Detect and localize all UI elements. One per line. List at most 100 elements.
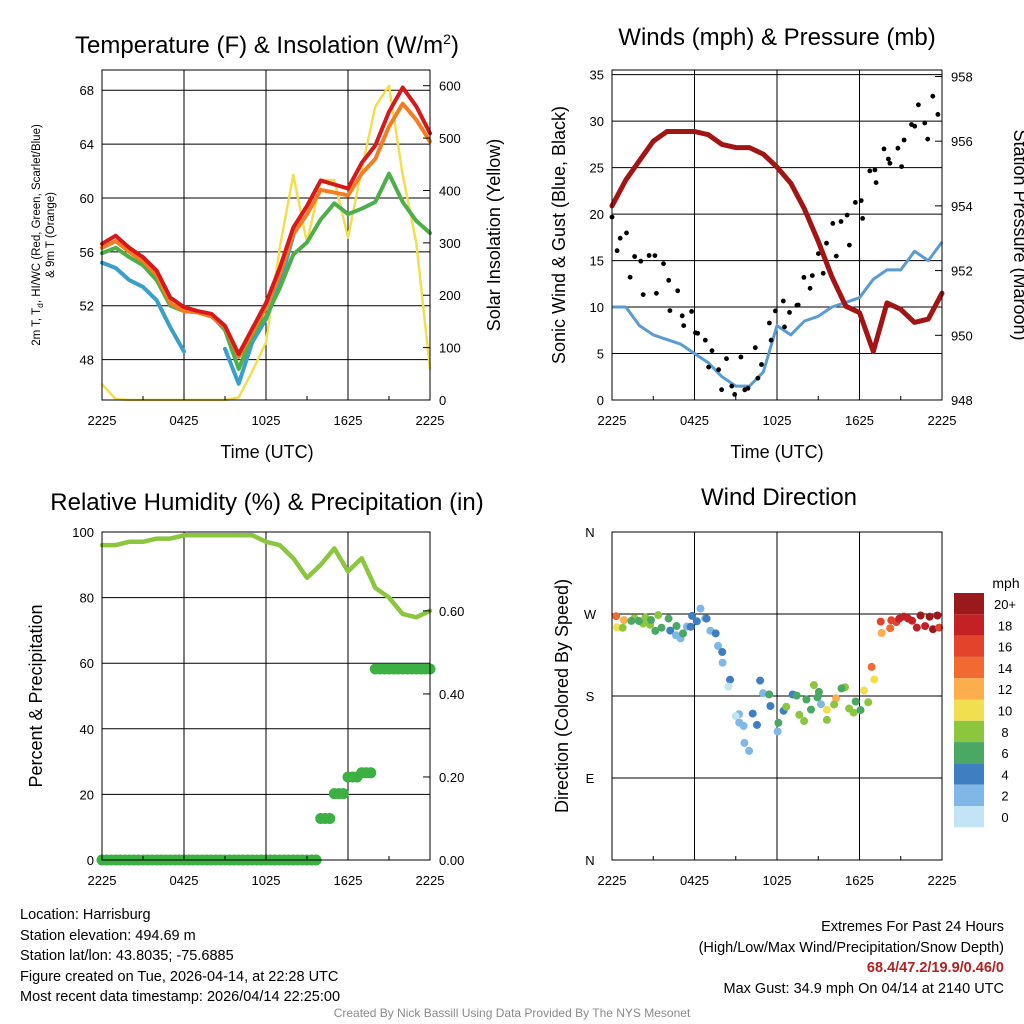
precip-point xyxy=(365,767,377,779)
direction-point xyxy=(870,675,879,684)
speed-legend: 20+ 18 16 14 12 10 8 6 4 2 0 xyxy=(954,593,1016,828)
y-tick-label: S xyxy=(586,689,595,704)
gust-point xyxy=(614,248,620,254)
series-line-station-pressure xyxy=(609,129,945,354)
legend-label: 10 xyxy=(998,704,1012,719)
y-tick-label: 100 xyxy=(72,525,94,540)
gust-point xyxy=(732,392,738,397)
direction-point xyxy=(921,622,930,631)
y-tick-label: 48 xyxy=(80,353,94,368)
series-line-relative-humidity xyxy=(99,533,433,620)
y-tick-label: 20 xyxy=(80,787,94,802)
direction-point xyxy=(688,611,697,620)
temperature-xlabel: Time (UTC) xyxy=(220,442,313,462)
direction-point xyxy=(925,612,934,621)
direction-point xyxy=(756,676,765,685)
direction-point xyxy=(860,686,869,695)
pressure-ylabel: Station Pressure (Maroon) xyxy=(1010,129,1024,340)
gust-point xyxy=(752,345,758,351)
gust-point xyxy=(873,180,879,186)
series-line-hi-wc xyxy=(100,233,296,386)
gust-point xyxy=(738,354,744,360)
y2-tick-label: 958 xyxy=(951,69,973,84)
legend-label: 4 xyxy=(1001,767,1008,782)
direction-point xyxy=(817,700,825,709)
y2-tick-label: 500 xyxy=(439,131,461,146)
x-tick-label: 2225 xyxy=(88,413,117,428)
gust-point xyxy=(833,253,839,259)
legend-label: 14 xyxy=(998,661,1012,676)
direction-point xyxy=(774,718,783,727)
direction-point xyxy=(886,624,895,633)
gust-point xyxy=(773,308,778,314)
x-tick-label: 0425 xyxy=(170,873,199,888)
gust-point xyxy=(853,200,858,205)
gust-point xyxy=(689,309,694,314)
x-tick-label: 1625 xyxy=(334,873,363,888)
direction-point xyxy=(745,746,754,755)
wind-grid xyxy=(612,70,942,400)
direction-point xyxy=(714,641,722,650)
gust-point xyxy=(809,273,815,278)
y2-tick-label: 600 xyxy=(439,79,461,94)
direction-point xyxy=(718,648,727,656)
y-tick-label: 30 xyxy=(590,114,604,129)
direction-point xyxy=(731,712,740,721)
y2-tick-label: 948 xyxy=(951,393,973,408)
direction-point xyxy=(792,691,801,700)
gust-point xyxy=(916,102,921,108)
x-tick-label: 2225 xyxy=(928,413,957,428)
legend-swatch xyxy=(954,699,984,721)
gust-point xyxy=(807,285,813,291)
gust-point xyxy=(867,168,873,174)
direction-point xyxy=(822,705,831,714)
y-tick-label: 25 xyxy=(590,161,604,176)
gust-point xyxy=(824,240,829,246)
gust-point xyxy=(729,383,735,389)
gust-point xyxy=(681,323,687,328)
extremes-info: Extremes For Past 24 Hours (High/Low/Max… xyxy=(699,917,1004,999)
y2-tick-label: 956 xyxy=(951,134,973,149)
direction-point xyxy=(867,662,876,671)
series-line-sonic-wind xyxy=(612,241,944,388)
gust-point xyxy=(816,251,821,256)
y2-tick-label: 954 xyxy=(951,199,973,214)
gust-point xyxy=(695,330,701,336)
gust-point xyxy=(830,221,836,226)
legend-swatch xyxy=(954,806,984,828)
y-tick-label: 52 xyxy=(80,299,94,314)
direction-point xyxy=(773,727,782,736)
legend-swatch xyxy=(954,614,984,636)
gust-point xyxy=(724,356,729,362)
gust-point xyxy=(872,167,878,173)
gust-point xyxy=(667,308,673,313)
legend-label: 12 xyxy=(998,682,1012,697)
y-tick-label: N xyxy=(585,853,594,868)
direction-point xyxy=(800,717,809,725)
gust-point xyxy=(886,156,891,162)
direction-point xyxy=(864,698,873,707)
gust-point xyxy=(716,367,721,373)
y-tick-label: 68 xyxy=(80,83,94,98)
direction-point xyxy=(802,695,811,704)
legend-label: 2 xyxy=(1001,789,1008,804)
gust-point xyxy=(654,290,659,296)
direction-ticks: 2225 0425 1025 1625 2225 N E S W N xyxy=(584,525,957,888)
wind-panel-title: Winds (mph) & Pressure (mb) xyxy=(618,24,935,51)
legend-label: 18 xyxy=(998,618,1012,633)
y-tick-label: 60 xyxy=(80,191,94,206)
y-tick-label: 15 xyxy=(590,254,604,269)
wind-panel: Winds (mph) & Pressure (mb) 2225 0425 1025… xyxy=(549,24,1024,462)
direction-grid xyxy=(612,532,942,860)
direction-point xyxy=(627,616,636,625)
direction-point xyxy=(759,689,768,698)
direction-point xyxy=(718,658,727,667)
gust-point xyxy=(930,93,936,99)
direction-point xyxy=(618,623,627,632)
gust-point xyxy=(745,385,751,391)
gust-point xyxy=(787,310,792,315)
gust-point xyxy=(782,324,787,330)
direction-point xyxy=(634,617,643,625)
y-tick-label: 56 xyxy=(80,245,94,260)
direction-point xyxy=(766,702,775,710)
